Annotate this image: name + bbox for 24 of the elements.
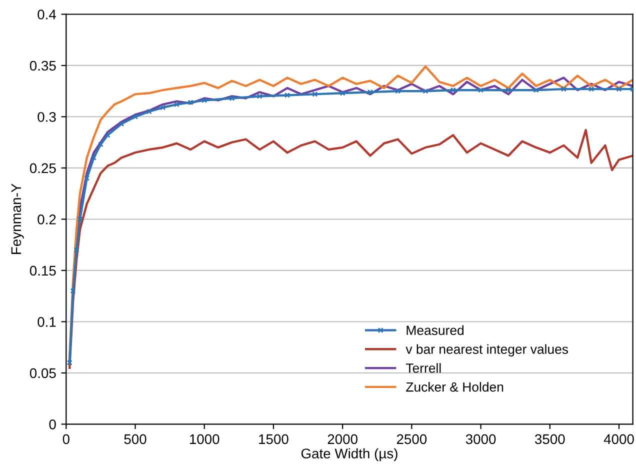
x-tick-label: 0 bbox=[62, 434, 70, 444]
x-tick-label: 2500 bbox=[396, 434, 427, 444]
y-tick-label: 0.2 bbox=[38, 214, 56, 224]
y-tick-label: 0 bbox=[49, 420, 56, 430]
x-tick-label: 500 bbox=[124, 434, 146, 444]
legend-label: Zucker & Holden bbox=[406, 382, 504, 392]
x-tick-label: 3000 bbox=[466, 434, 496, 444]
x-tick-label: 1000 bbox=[190, 434, 220, 444]
y-tick-label: 0.1 bbox=[38, 317, 56, 327]
x-tick-label: 4000 bbox=[604, 434, 634, 444]
y-tick-label: 0.25 bbox=[30, 163, 56, 174]
y-tick-label: 0.05 bbox=[30, 368, 56, 378]
y-tick-label: 0.3 bbox=[38, 112, 56, 122]
legend-label: v bar nearest integer values bbox=[406, 344, 568, 357]
x-tick-label: 3500 bbox=[534, 434, 565, 444]
x-tick-label: 2000 bbox=[328, 434, 358, 444]
y-tick-label: 0.35 bbox=[30, 60, 56, 71]
x-axis-title: Gate Width (µs) bbox=[301, 448, 398, 462]
legend-label: Measured bbox=[406, 325, 464, 336]
legend-label: Terrell bbox=[406, 363, 441, 373]
y-tick-label: 0.15 bbox=[30, 266, 56, 276]
y-axis-title: Feynman-Y bbox=[11, 184, 24, 254]
y-tick-label: 0.4 bbox=[38, 10, 56, 20]
x-tick-label: 1500 bbox=[259, 434, 288, 444]
